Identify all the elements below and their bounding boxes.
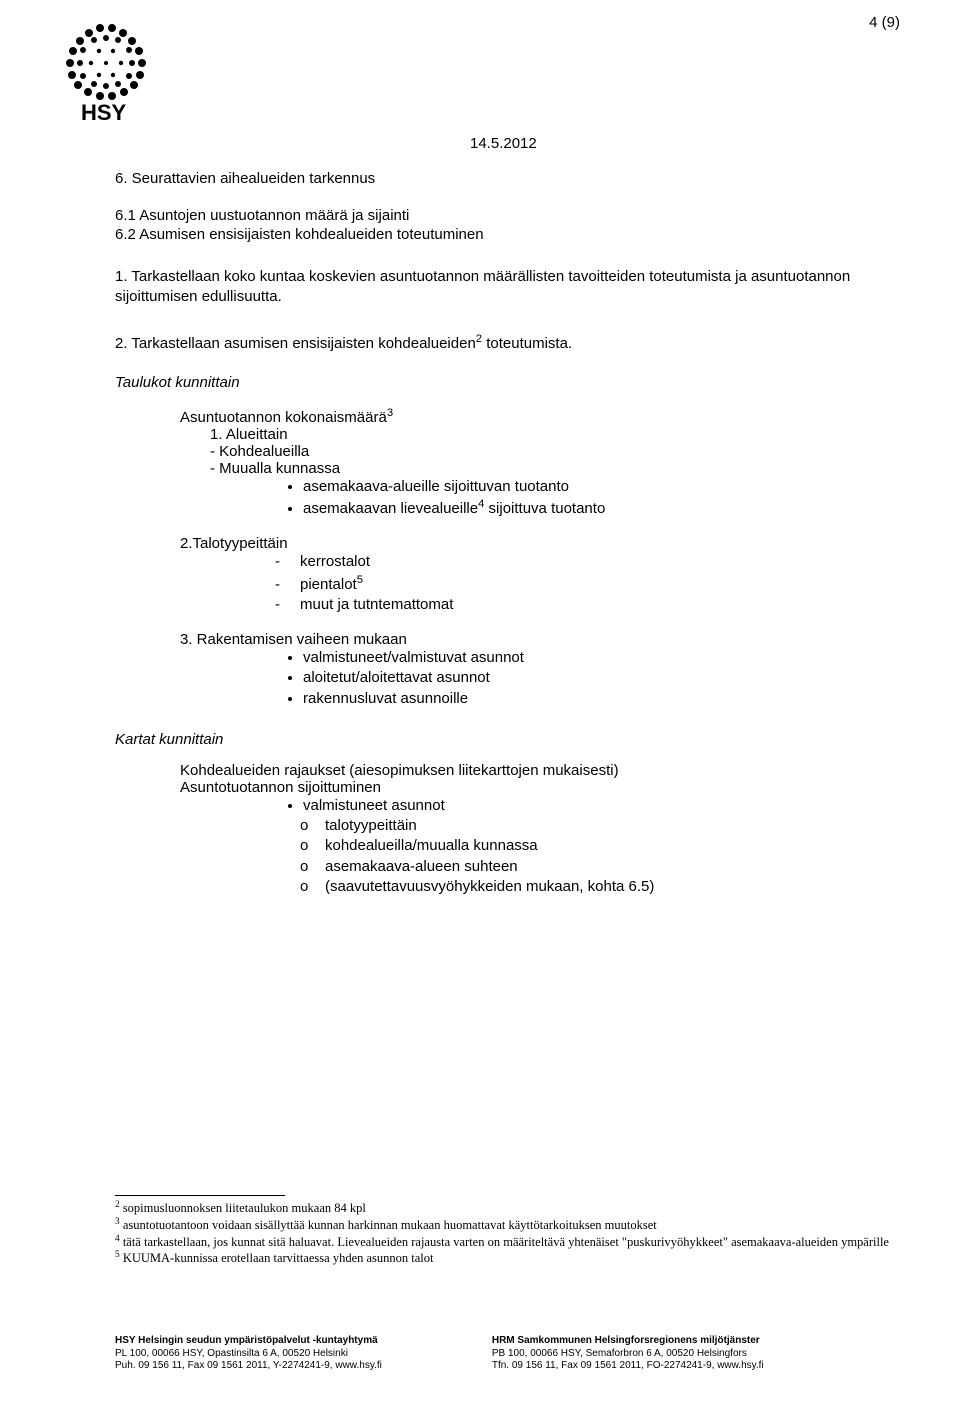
footnote-separator [115,1195,285,1196]
list-head: Asuntuotannon kokonaismäärä3 [180,407,900,426]
circle-item: okohdealueilla/muualla kunnassa [300,836,900,856]
footer-left: HSY Helsingin seudun ympäristöpalvelut -… [115,1335,382,1373]
list-item: Kohdealueiden rajaukset (aiesopimuksen l… [180,762,900,779]
footnote: 4 tätä tarkastellaan, jos kunnat sitä ha… [115,1234,900,1251]
list-item: - Muualla kunnassa [210,460,900,477]
footer: HSY Helsingin seudun ympäristöpalvelut -… [115,1335,900,1373]
bullet-item: asemakaavan lievealueille4 sijoittuva tu… [303,497,900,519]
subheading-italic: Kartat kunnittain [115,731,900,748]
dash-item: -pientalot5 [275,573,900,595]
content-block: 3. Rakentamisen vaiheen mukaan valmistun… [115,631,900,709]
circle-item: otalotyypeittäin [300,816,900,836]
list-item: - Kohdealueilla [210,443,900,460]
bullet-item: valmistuneet asunnot [303,796,900,816]
logo-text: HSY [81,100,127,123]
subheading-italic: Taulukot kunnittain [115,374,900,391]
subsection-title: 6.1 Asuntojen uustuotannon määrä ja sija… [115,207,900,224]
circle-item: oasemakaava-alueen suhteen [300,857,900,877]
paragraph: 2. Tarkastellaan asumisen ensisijaisten … [115,332,900,354]
hsy-logo: HSY [55,18,165,123]
list-item: Asuntotuotannon sijoittuminen [180,779,900,796]
footer-right: HRM Samkommunen Helsingforsregionens mil… [492,1335,764,1373]
paragraph: 1. Tarkastellaan koko kuntaa koskevien a… [115,267,900,308]
footnote: 5 KUUMA-kunnissa erotellaan tarvittaessa… [115,1250,900,1267]
document-body: 6. Seurattavien aihealueiden tarkennus 6… [115,170,900,897]
page-number: 4 (9) [869,14,900,31]
bullet-item: valmistuneet/valmistuvat asunnot [303,648,900,668]
content-block: 2.Talotyypeittäin -kerrostalot -pientalo… [115,535,900,615]
bullet-item: rakennusluvat asunnoille [303,689,900,709]
content-block: Asuntuotannon kokonaismäärä3 1. Alueitta… [115,407,900,520]
bullet-item: aloitetut/aloitettavat asunnot [303,668,900,688]
list-item: 1. Alueittain [210,426,900,443]
dash-item: -kerrostalot [275,552,900,572]
bullet-item: asemakaava-alueille sijoittuvan tuotanto [303,477,900,497]
circle-item: o(saavutettavuusvyöhykkeiden mukaan, koh… [300,877,900,897]
footnote: 2 sopimusluonnoksen liitetaulukon mukaan… [115,1200,900,1217]
subsection-title: 6.2 Asumisen ensisijaisten kohdealueiden… [115,226,900,243]
footnotes: 2 sopimusluonnoksen liitetaulukon mukaan… [115,1195,900,1267]
dash-item: -muut ja tutntemattomat [275,595,900,615]
document-date: 14.5.2012 [470,135,537,152]
list-head: 2.Talotyypeittäin [180,535,900,552]
footnote: 3 asuntotuotantoon voidaan sisällyttää k… [115,1217,900,1234]
content-block: Kohdealueiden rajaukset (aiesopimuksen l… [115,762,900,897]
section-title: 6. Seurattavien aihealueiden tarkennus [115,170,900,187]
list-head: 3. Rakentamisen vaiheen mukaan [180,631,900,648]
